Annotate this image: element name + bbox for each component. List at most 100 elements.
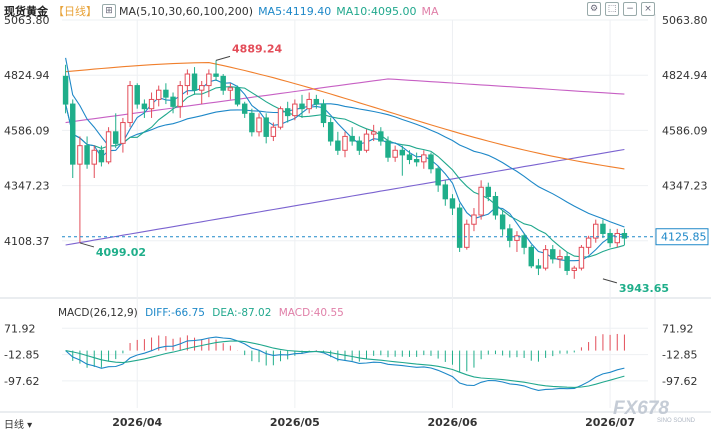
- candle-body: [134, 85, 140, 105]
- candle-body: [578, 246, 585, 269]
- candle-body: [456, 207, 463, 248]
- candle-body: [521, 235, 527, 248]
- annotation-pointer: [602, 278, 618, 284]
- candle-body: [557, 256, 563, 260]
- candle-body: [614, 232, 620, 244]
- candle-body: [256, 117, 262, 133]
- candle-body: [370, 131, 377, 135]
- diff-value: DIFF:-66.75: [145, 307, 205, 319]
- candle-body: [342, 135, 348, 151]
- macd-diff-line: [65, 336, 625, 391]
- candle-body: [421, 154, 427, 163]
- candle-body: [284, 108, 291, 117]
- candle-body: [249, 112, 255, 133]
- macd-y-tick-left: -97.62: [4, 375, 39, 388]
- candle-body: [213, 73, 219, 77]
- y-tick-left: 4108.37: [4, 235, 50, 248]
- candle-body: [170, 96, 176, 107]
- fx678-logo: FX678 SINO SOUND: [613, 398, 696, 424]
- y-tick-left: 4824.94: [4, 69, 50, 82]
- expand-icon[interactable]: ⬚: [605, 2, 619, 16]
- candle-body: [514, 235, 520, 241]
- ma60-line: [65, 62, 625, 170]
- candle-body: [349, 135, 355, 142]
- candle-body: [313, 98, 320, 105]
- x-tick-label: 2026/06: [427, 416, 477, 429]
- candle-body: [270, 126, 277, 137]
- toolbar: ⚙ ⬚ − ×: [587, 2, 655, 16]
- candle-body: [478, 186, 484, 216]
- x-tick-label: 2026/07: [585, 416, 635, 429]
- chart-settings-icon[interactable]: ⚙: [587, 2, 601, 16]
- macd-y-tick-right: -12.85: [662, 349, 697, 362]
- period-selector[interactable]: 【日线】: [53, 5, 97, 18]
- period-tab[interactable]: 日线 ▾: [4, 420, 33, 431]
- candle-body: [435, 168, 441, 186]
- x-tick-label: 2026/04: [112, 416, 162, 429]
- annotation-pointer: [215, 55, 231, 61]
- candle-body: [227, 87, 234, 91]
- macd-dea-line: [65, 340, 625, 388]
- candle-body: [593, 223, 599, 239]
- period-tab-label: 日线: [4, 420, 24, 431]
- candle-body: [363, 133, 370, 151]
- candle-body: [464, 223, 470, 248]
- dea-value: DEA:-87.02: [212, 307, 272, 319]
- candle-body: [292, 103, 298, 117]
- ma10-value: MA10:4095.00: [336, 4, 417, 18]
- candle-body: [585, 237, 592, 248]
- candle-body: [449, 198, 456, 209]
- candle-body: [120, 122, 126, 144]
- candle-body: [62, 75, 69, 105]
- candle-body: [234, 87, 241, 105]
- ma-settings-icon[interactable]: ⊞: [102, 4, 116, 18]
- y-tick-left: 5063.80: [4, 14, 50, 27]
- candle-body: [70, 103, 76, 165]
- candle-body: [77, 145, 83, 165]
- instrument-title: 现货黄金: [4, 5, 48, 18]
- candle-body: [413, 159, 420, 163]
- candle-body: [127, 85, 133, 124]
- candle-body: [356, 140, 363, 151]
- candle-body: [191, 73, 198, 91]
- candle-body: [91, 149, 97, 165]
- candle-body: [550, 249, 556, 260]
- candle-body: [184, 73, 191, 87]
- macd-y-tick-left: 71.92: [4, 322, 36, 335]
- candle-body: [378, 131, 384, 142]
- candle-body: [600, 223, 606, 234]
- candle-body: [98, 149, 105, 163]
- ma-indicator-name: MA(5,10,30,60,100,200): [119, 4, 254, 18]
- candle-body: [499, 214, 506, 230]
- main-chart-header: 现货黄金 【日线】 ⊞ MA(5,10,30,60,100,200) MA5:4…: [4, 3, 444, 19]
- candle-body: [564, 256, 570, 271]
- annotation-label: 4889.24: [232, 42, 282, 55]
- close-icon[interactable]: ×: [641, 2, 655, 16]
- candle-body: [141, 103, 148, 110]
- macd-value: MACD:40.55: [278, 307, 344, 319]
- candle-body: [507, 228, 513, 241]
- collapse-icon[interactable]: −: [623, 2, 637, 16]
- macd-y-tick-right: -97.62: [662, 375, 697, 388]
- candle-body: [607, 232, 613, 244]
- y-tick-right: 4586.09: [662, 124, 708, 137]
- y-tick-left: 4347.23: [4, 180, 50, 193]
- ma10-line: [65, 86, 625, 258]
- y-tick-left: 4586.09: [4, 124, 50, 137]
- macd-header: MACD(26,12,9) DIFF:-66.75 DEA:-87.02 MAC…: [58, 307, 348, 319]
- candle-body: [471, 214, 477, 225]
- y-tick-right: 4824.94: [662, 69, 708, 82]
- ma5-value: MA5:4119.40: [258, 4, 332, 18]
- candle-body: [220, 75, 226, 91]
- candle-body: [277, 108, 284, 128]
- ma30-line: [65, 57, 625, 228]
- y-tick-right: 5063.80: [662, 14, 708, 27]
- candle-body: [428, 154, 434, 170]
- candle-body: [535, 265, 542, 269]
- candle-body: [621, 232, 628, 239]
- candle-body: [241, 103, 248, 114]
- candle-body: [392, 149, 398, 158]
- candle-body: [206, 73, 212, 87]
- candle-body: [571, 267, 577, 271]
- macd-y-tick-right: 71.92: [662, 322, 694, 335]
